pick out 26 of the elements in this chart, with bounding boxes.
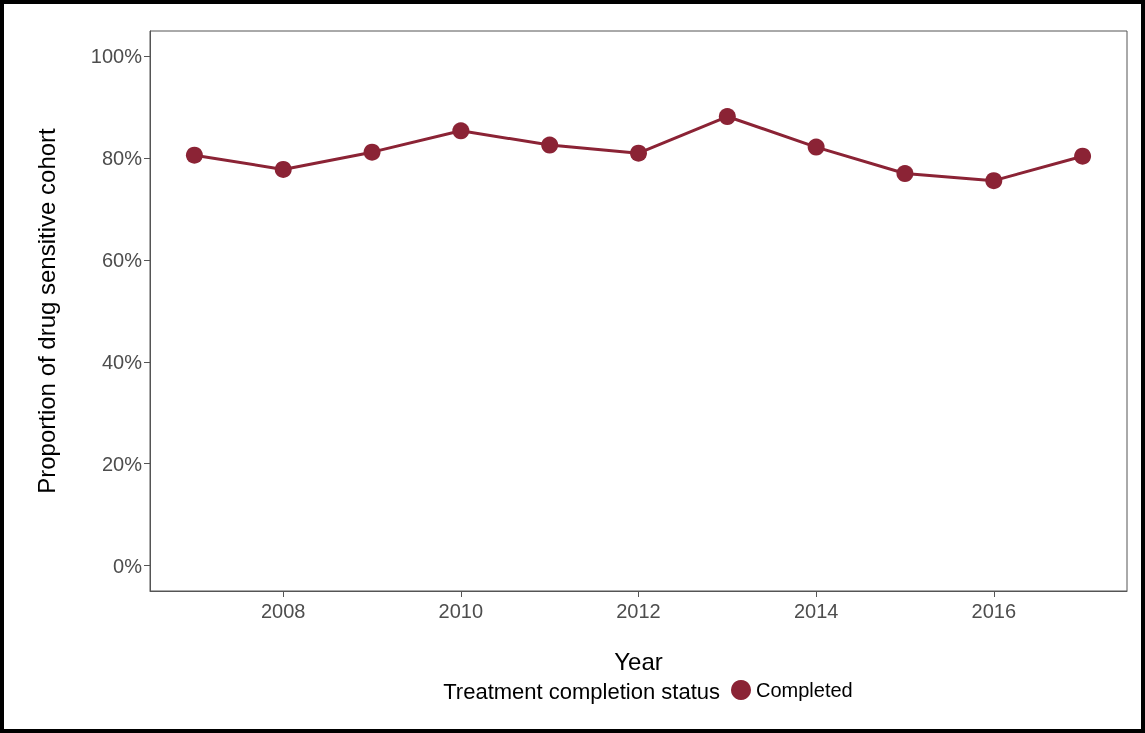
y-tick-label: 20% — [101, 452, 143, 475]
point — [452, 122, 470, 140]
point — [541, 136, 559, 154]
point — [1074, 147, 1092, 165]
y-tick-label: 100% — [90, 45, 143, 68]
legend-label: Completed — [756, 679, 853, 701]
y-tick-label: 60% — [101, 249, 143, 272]
point — [274, 160, 292, 178]
x-tick-label: 2014 — [793, 600, 839, 622]
x-axis-title: Year — [614, 647, 663, 675]
point — [630, 144, 647, 162]
point — [185, 146, 203, 164]
point — [807, 138, 825, 156]
x-tick-label: 2010 — [438, 600, 484, 622]
y-axis-title: Proportion of drug sensitive cohort — [32, 127, 60, 494]
x-tick-label: 2016 — [971, 600, 1017, 622]
point — [363, 143, 381, 161]
y-tick-label: 0% — [113, 554, 143, 577]
point — [896, 165, 914, 183]
point — [718, 108, 736, 126]
y-tick-label: 40% — [101, 350, 143, 373]
y-tick-label: 80% — [101, 147, 143, 170]
point — [985, 172, 1003, 190]
legend-title: Treatment completion status — [443, 678, 721, 704]
x-tick-label: 2008 — [260, 600, 306, 622]
x-tick-label: 2012 — [616, 600, 661, 622]
